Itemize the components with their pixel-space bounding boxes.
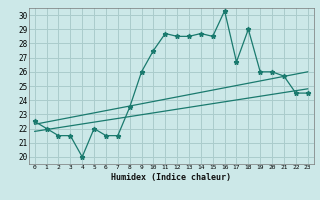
X-axis label: Humidex (Indice chaleur): Humidex (Indice chaleur) (111, 173, 231, 182)
